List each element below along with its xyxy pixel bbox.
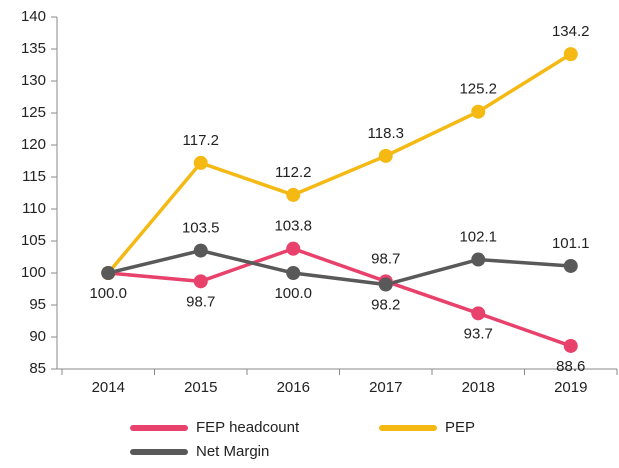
point (101, 266, 116, 280)
point (193, 155, 208, 170)
data-label: 102.1 (459, 229, 497, 246)
legend-label: Net Margin (196, 443, 269, 460)
point (378, 277, 393, 292)
x-tick-label: 2017 (369, 379, 402, 396)
y-tick-label: 140 (21, 8, 46, 25)
data-label: 101.1 (552, 235, 590, 252)
series-line (106, 52, 572, 275)
x-tick-label: 2014 (92, 379, 125, 396)
y-tick-label: 105 (21, 232, 46, 249)
x-tick-label: 2018 (462, 379, 495, 396)
point (563, 258, 578, 273)
data-label: 98.7 (371, 250, 400, 267)
y-tick-label: 90 (29, 328, 46, 345)
series-line (107, 248, 571, 287)
data-label: 117.2 (183, 132, 219, 149)
data-label: 93.7 (464, 325, 493, 342)
y-tick-label: 135 (21, 40, 46, 57)
data-label: 100.0 (274, 285, 312, 302)
point (563, 47, 578, 62)
point (286, 187, 301, 202)
point (286, 266, 301, 280)
point (563, 338, 578, 353)
data-label: 103.8 (274, 218, 312, 235)
point (471, 306, 486, 321)
data-label: 103.5 (182, 220, 220, 237)
y-tick-label: 95 (29, 296, 46, 313)
y-tick-label: 85 (29, 360, 46, 377)
point (193, 243, 208, 258)
x-tick-label: 2019 (554, 379, 587, 396)
point (471, 104, 486, 119)
y-tick-label: 100 (21, 264, 46, 281)
data-label: 118.3 (368, 125, 404, 142)
x-tick-label: 2016 (277, 379, 310, 396)
point (286, 241, 301, 256)
data-label: 88.6 (556, 358, 585, 375)
point (471, 252, 486, 267)
y-tick-label: 125 (21, 104, 46, 121)
point (378, 148, 393, 163)
data-label: 134.2 (552, 23, 590, 40)
data-label: 112.2 (275, 164, 311, 181)
point (193, 274, 208, 289)
y-tick-label: 110 (22, 200, 46, 217)
series-line (108, 246, 572, 348)
y-tick-label: 115 (22, 168, 46, 185)
data-label: 98.2 (371, 296, 400, 313)
legend-label: PEP (445, 419, 475, 436)
data-label: 98.7 (186, 293, 215, 310)
y-tick-label: 130 (21, 72, 46, 89)
y-tick-label: 120 (21, 136, 46, 153)
x-tick-label: 2015 (184, 379, 217, 396)
legend-label: FEP headcount (196, 419, 300, 436)
data-label: 100.0 (89, 285, 127, 302)
data-label: 125.2 (459, 81, 497, 98)
